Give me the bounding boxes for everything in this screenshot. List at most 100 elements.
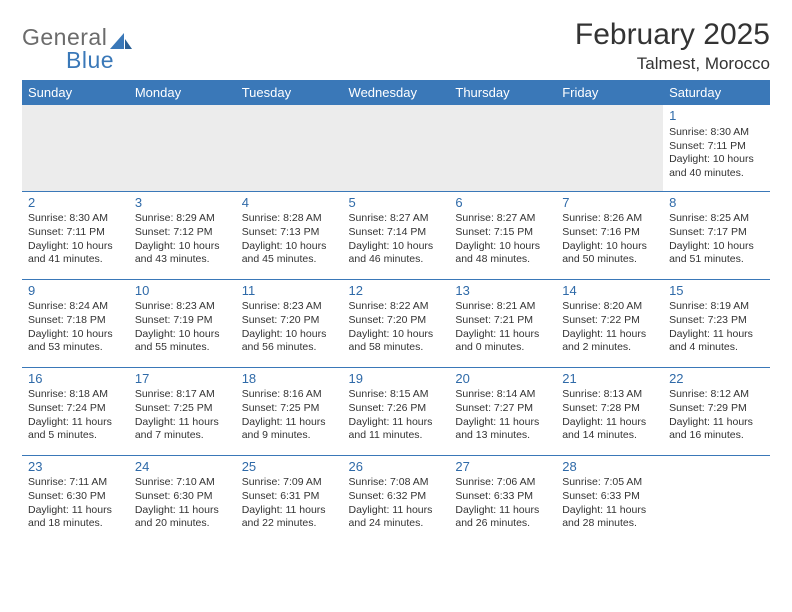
- brand-logo: GeneralBlue: [22, 24, 132, 74]
- day-cell: 1Sunrise: 8:30 AMSunset: 7:11 PMDaylight…: [663, 105, 770, 191]
- day-sunrise: Sunrise: 8:20 AM: [562, 300, 657, 314]
- day-number: 19: [349, 371, 444, 388]
- week-row: 9Sunrise: 8:24 AMSunset: 7:18 PM Daylight…: [22, 279, 770, 367]
- day-cell: 12Sunrise: 8:22 AMSunset: 7:20 PMDayligh…: [343, 279, 450, 367]
- day-cell: 25Sunrise: 7:09 AMSunset: 6:31 PMDayligh…: [236, 455, 343, 543]
- day-cell: 18Sunrise: 8:16 AMSunset: 7:25 PMDayligh…: [236, 367, 343, 455]
- day-number: 20: [455, 371, 550, 388]
- day-sunrise: Sunrise: 8:16 AM: [242, 388, 337, 402]
- day-sunrise: Sunrise: 7:10 AM: [135, 476, 230, 490]
- day-number: 8: [669, 195, 764, 212]
- empty-cell: [663, 455, 770, 543]
- day-header-row: Sunday Monday Tuesday Wednesday Thursday…: [22, 80, 770, 105]
- day-cell: 22Sunrise: 8:12 AMSunset: 7:29 PMDayligh…: [663, 367, 770, 455]
- day-cell: 11Sunrise: 8:23 AMSunset: 7:20 PMDayligh…: [236, 279, 343, 367]
- day-sunset: Sunset: 7:23 PM: [669, 314, 764, 328]
- day-sunrise: Sunrise: 8:25 AM: [669, 212, 764, 226]
- day-sunrise: Sunrise: 7:09 AM: [242, 476, 337, 490]
- day-number: 21: [562, 371, 657, 388]
- day-number: 2: [28, 195, 123, 212]
- empty-cell: [556, 105, 663, 191]
- day-number: 14: [562, 283, 657, 300]
- day-cell: 2Sunrise: 8:30 AMSunset: 7:11 PMDaylight…: [22, 191, 129, 279]
- day-cell: 26Sunrise: 7:08 AMSunset: 6:32 PMDayligh…: [343, 455, 450, 543]
- day-sunset: Sunset: 7:20 PM: [349, 314, 444, 328]
- day-daylight: Daylight: 10 hours and 48 minutes.: [455, 240, 550, 267]
- day-sunset: Sunset: 7:14 PM: [349, 226, 444, 240]
- dayname-thu: Thursday: [449, 80, 556, 105]
- day-cell: 21Sunrise: 8:13 AMSunset: 7:28 PMDayligh…: [556, 367, 663, 455]
- day-sunrise: Sunrise: 8:30 AM: [669, 126, 764, 140]
- day-number: 18: [242, 371, 337, 388]
- week-row: 16Sunrise: 8:18 AMSunset: 7:24 PMDayligh…: [22, 367, 770, 455]
- day-cell: 4Sunrise: 8:28 AMSunset: 7:13 PMDaylight…: [236, 191, 343, 279]
- dayname-tue: Tuesday: [236, 80, 343, 105]
- day-sunset: Sunset: 7:11 PM: [28, 226, 123, 240]
- day-daylight: Daylight: 11 hours and 0 minutes.: [455, 328, 550, 355]
- day-sunrise: Sunrise: 7:06 AM: [455, 476, 550, 490]
- dayname-sat: Saturday: [663, 80, 770, 105]
- day-daylight: Daylight: 10 hours and 55 minutes.: [135, 328, 230, 355]
- day-sunrise: Sunrise: 8:14 AM: [455, 388, 550, 402]
- day-number: 13: [455, 283, 550, 300]
- day-daylight: Daylight: 10 hours and 58 minutes.: [349, 328, 444, 355]
- day-sunrise: Sunrise: 8:29 AM: [135, 212, 230, 226]
- day-sunrise: Sunrise: 8:13 AM: [562, 388, 657, 402]
- day-daylight: Daylight: 11 hours and 13 minutes.: [455, 416, 550, 443]
- day-cell: 23Sunrise: 7:11 AMSunset: 6:30 PMDayligh…: [22, 455, 129, 543]
- day-sunset: Sunset: 6:30 PM: [135, 490, 230, 504]
- brand-blue-text: Blue: [66, 47, 114, 74]
- day-sunset: Sunset: 7:18 PM: [28, 314, 123, 328]
- day-sunset: Sunset: 6:32 PM: [349, 490, 444, 504]
- day-number: 22: [669, 371, 764, 388]
- day-daylight: Daylight: 10 hours and 40 minutes.: [669, 153, 764, 180]
- day-daylight: Daylight: 11 hours and 20 minutes.: [135, 504, 230, 531]
- day-daylight: Daylight: 10 hours and 51 minutes.: [669, 240, 764, 267]
- day-sunset: Sunset: 7:11 PM: [669, 140, 764, 154]
- day-sunrise: Sunrise: 8:24 AM: [28, 300, 123, 314]
- day-sunrise: Sunrise: 8:15 AM: [349, 388, 444, 402]
- day-daylight: Daylight: 10 hours and 41 minutes.: [28, 240, 123, 267]
- day-daylight: Daylight: 10 hours and 50 minutes.: [562, 240, 657, 267]
- day-sunrise: Sunrise: 8:23 AM: [242, 300, 337, 314]
- empty-cell: [343, 105, 450, 191]
- day-sunset: Sunset: 7:25 PM: [135, 402, 230, 416]
- day-daylight: Daylight: 10 hours and 45 minutes.: [242, 240, 337, 267]
- day-daylight: Daylight: 11 hours and 18 minutes.: [28, 504, 123, 531]
- day-sunrise: Sunrise: 7:11 AM: [28, 476, 123, 490]
- dayname-fri: Friday: [556, 80, 663, 105]
- day-sunset: Sunset: 6:33 PM: [455, 490, 550, 504]
- day-cell: 20Sunrise: 8:14 AMSunset: 7:27 PMDayligh…: [449, 367, 556, 455]
- day-sunset: Sunset: 7:19 PM: [135, 314, 230, 328]
- calendar-page: GeneralBlue February 2025 Talmest, Moroc…: [0, 0, 792, 553]
- day-daylight: Daylight: 11 hours and 5 minutes.: [28, 416, 123, 443]
- day-cell: 17Sunrise: 8:17 AMSunset: 7:25 PMDayligh…: [129, 367, 236, 455]
- day-cell: 24Sunrise: 7:10 AMSunset: 6:30 PMDayligh…: [129, 455, 236, 543]
- empty-cell: [129, 105, 236, 191]
- day-sunset: Sunset: 7:26 PM: [349, 402, 444, 416]
- day-cell: 14Sunrise: 8:20 AMSunset: 7:22 PMDayligh…: [556, 279, 663, 367]
- day-sunset: Sunset: 7:22 PM: [562, 314, 657, 328]
- day-sunset: Sunset: 6:33 PM: [562, 490, 657, 504]
- week-row: 1Sunrise: 8:30 AMSunset: 7:11 PMDaylight…: [22, 105, 770, 191]
- day-sunrise: Sunrise: 8:23 AM: [135, 300, 230, 314]
- day-daylight: Daylight: 10 hours and 56 minutes.: [242, 328, 337, 355]
- day-cell: 9Sunrise: 8:24 AMSunset: 7:18 PMDaylight…: [22, 279, 129, 367]
- day-sunrise: Sunrise: 8:12 AM: [669, 388, 764, 402]
- day-sunrise: Sunrise: 7:08 AM: [349, 476, 444, 490]
- day-sunrise: Sunrise: 8:30 AM: [28, 212, 123, 226]
- dayname-wed: Wednesday: [343, 80, 450, 105]
- day-sunset: Sunset: 7:15 PM: [455, 226, 550, 240]
- day-sunrise: Sunrise: 8:27 AM: [349, 212, 444, 226]
- day-sunset: Sunset: 7:20 PM: [242, 314, 337, 328]
- week-row: 23Sunrise: 7:11 AMSunset: 6:30 PMDayligh…: [22, 455, 770, 543]
- day-daylight: Daylight: 11 hours and 14 minutes.: [562, 416, 657, 443]
- week-row: 2Sunrise: 8:30 AMSunset: 7:11 PMDaylight…: [22, 191, 770, 279]
- empty-cell: [22, 105, 129, 191]
- day-sunrise: Sunrise: 8:22 AM: [349, 300, 444, 314]
- day-daylight: Daylight: 11 hours and 22 minutes.: [242, 504, 337, 531]
- day-sunset: Sunset: 7:13 PM: [242, 226, 337, 240]
- day-number: 9: [28, 283, 123, 300]
- day-cell: 13Sunrise: 8:21 AMSunset: 7:21 PMDayligh…: [449, 279, 556, 367]
- day-number: 17: [135, 371, 230, 388]
